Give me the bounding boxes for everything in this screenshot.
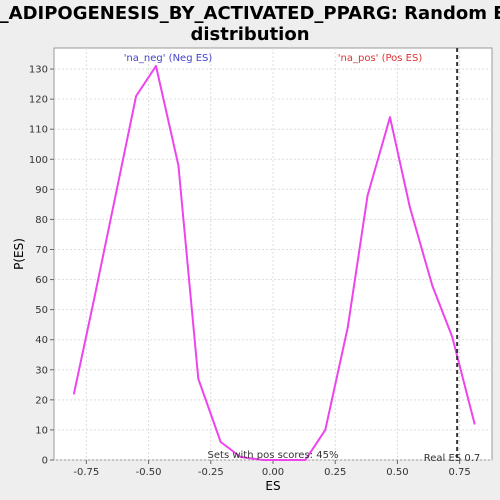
y-tick-label: 0 [42, 456, 48, 467]
x-axis-label: ES [265, 479, 280, 493]
data-point [474, 423, 476, 425]
x-tick-label: -0.25 [198, 467, 224, 478]
data-point [73, 393, 75, 395]
x-tick-label: 0.75 [449, 467, 471, 478]
y-tick-label: 130 [29, 65, 48, 76]
data-point [451, 336, 453, 338]
y-axis-label: P(ES) [12, 238, 26, 270]
y-tick-label: 20 [35, 395, 48, 406]
data-point [178, 164, 180, 166]
data-point [155, 65, 157, 67]
data-point [135, 95, 137, 97]
pos-scores-annotation: Sets with pos scores: 45% [208, 450, 339, 461]
data-point [198, 378, 200, 380]
real-es-annotation: Real ES 0.7 [424, 453, 480, 464]
x-tick-label: 0.00 [262, 467, 284, 478]
y-tick-label: 110 [29, 125, 48, 136]
data-point [93, 300, 95, 302]
data-point [220, 441, 222, 443]
y-tick-label: 80 [35, 215, 48, 226]
y-tick-label: 70 [35, 245, 48, 256]
legend-pos-label: 'na_pos' (Pos ES) [338, 53, 423, 64]
y-tick-label: 40 [35, 335, 48, 346]
x-tick-label: -0.75 [73, 467, 99, 478]
y-tick-label: 60 [35, 275, 48, 286]
x-tick-label: 0.25 [324, 467, 346, 478]
y-tick-label: 50 [35, 305, 48, 316]
x-tick-label: 0.50 [386, 467, 408, 478]
data-point [347, 327, 349, 329]
legend-neg-label: 'na_neg' (Neg ES) [124, 53, 213, 64]
y-tick-label: 10 [35, 425, 48, 436]
data-point [367, 195, 369, 197]
data-point [389, 116, 391, 118]
data-point [324, 429, 326, 431]
x-tick-label: -0.50 [136, 467, 162, 478]
data-point [115, 192, 117, 194]
data-point [409, 207, 411, 209]
y-tick-label: 30 [35, 365, 48, 376]
chart-title-line-1: LI_ADIPOGENESIS_BY_ACTIVATED_PPARG: Rand… [0, 3, 500, 24]
chart-title-line-2: distribution [190, 24, 309, 45]
y-tick-label: 120 [29, 95, 48, 106]
data-point [431, 285, 433, 287]
y-tick-label: 90 [35, 185, 48, 196]
y-tick-label: 100 [29, 155, 48, 166]
